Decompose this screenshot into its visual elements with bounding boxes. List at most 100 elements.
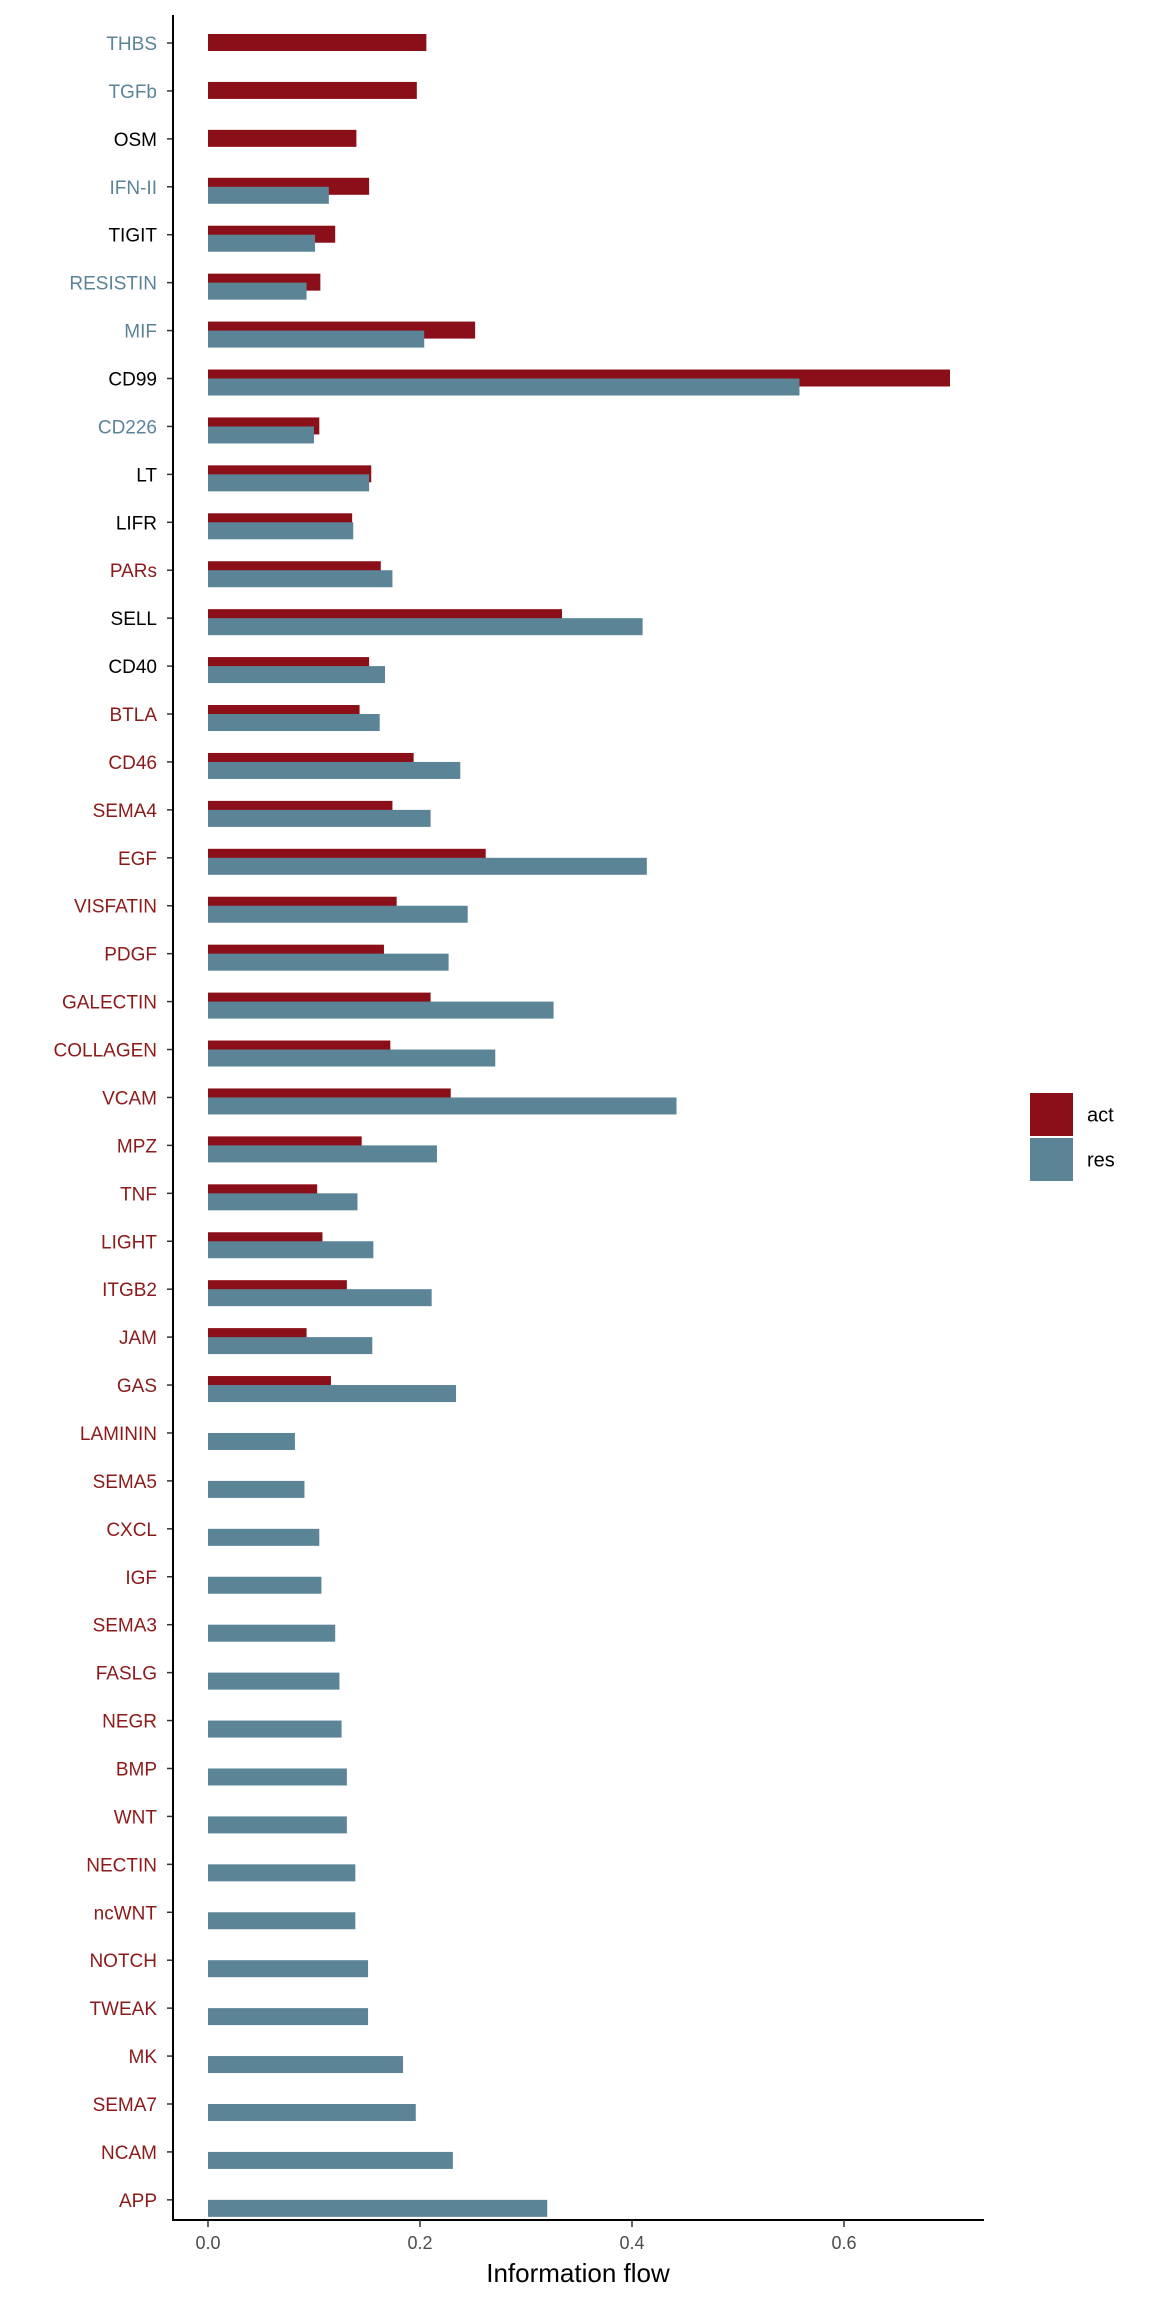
bar-res bbox=[208, 1864, 356, 1882]
y-tick-label: LT bbox=[136, 465, 157, 486]
y-tick-label: ncWNT bbox=[94, 1903, 158, 1924]
y-tick-label: BTLA bbox=[109, 705, 157, 726]
legend-key-act bbox=[1030, 1093, 1073, 1136]
bar-res bbox=[208, 809, 431, 827]
y-tick-label: SEMA3 bbox=[93, 1616, 157, 1637]
y-tick-label: CD40 bbox=[108, 657, 157, 678]
bar-res bbox=[208, 953, 449, 971]
y-tick-label: WNT bbox=[114, 1807, 158, 1828]
bar-res bbox=[208, 1480, 305, 1498]
bar-res bbox=[208, 522, 354, 540]
bar-res bbox=[208, 714, 380, 732]
y-tick-label: TIGIT bbox=[108, 226, 157, 247]
y-tick-label: LIGHT bbox=[101, 1232, 157, 1253]
bar-res bbox=[208, 1385, 457, 1403]
bar-res bbox=[208, 426, 314, 444]
y-tick-label: VISFATIN bbox=[74, 897, 157, 918]
y-tick-label: JAM bbox=[119, 1328, 157, 1349]
bar-res bbox=[208, 1001, 554, 1019]
y-tick-label: NCAM bbox=[101, 2143, 157, 2164]
bar-res bbox=[208, 1720, 342, 1738]
y-tick-label: MIF bbox=[124, 322, 157, 343]
y-tick-label: VCAM bbox=[102, 1088, 157, 1109]
bar-res bbox=[208, 1289, 432, 1307]
bar-res bbox=[208, 1337, 373, 1355]
bar-res bbox=[208, 2008, 369, 2026]
y-tick-label: EGF bbox=[118, 849, 157, 870]
bar-res bbox=[208, 1193, 358, 1211]
bar-res bbox=[208, 1672, 340, 1690]
bar-res bbox=[208, 1576, 322, 1594]
y-tick-label: MK bbox=[129, 2047, 158, 2068]
y-tick-label: LIFR bbox=[116, 513, 157, 534]
y-tick-label: RESISTIN bbox=[69, 274, 157, 295]
bar-res bbox=[208, 570, 393, 588]
y-tick-label: CD226 bbox=[98, 417, 157, 438]
y-tick-label: CD46 bbox=[108, 753, 157, 774]
bar-res bbox=[208, 1528, 320, 1546]
x-tick-label: 0.4 bbox=[619, 2233, 644, 2253]
y-tick-label: IGF bbox=[125, 1568, 157, 1589]
y-tick-label: GAS bbox=[117, 1376, 157, 1397]
x-tick-label: 0.6 bbox=[831, 2233, 856, 2253]
y-tick-label: PDGF bbox=[104, 945, 157, 966]
bar-act bbox=[208, 81, 417, 99]
y-tick-label: SEMA5 bbox=[93, 1472, 157, 1493]
y-tick-label: NECTIN bbox=[86, 1855, 157, 1876]
bar-res bbox=[208, 378, 800, 396]
y-tick-label: TGFb bbox=[108, 82, 157, 103]
bar-res bbox=[208, 1241, 374, 1259]
bar-res bbox=[208, 1097, 677, 1115]
bar-res bbox=[208, 1049, 496, 1067]
x-axis-ticks: 0.0 0.2 0.4 0.6 bbox=[195, 2220, 857, 2253]
y-tick-label: GALECTIN bbox=[62, 993, 157, 1014]
y-tick-label: NOTCH bbox=[89, 1951, 157, 1972]
bar-res bbox=[208, 2199, 548, 2217]
y-tick-label: SEMA4 bbox=[93, 801, 158, 822]
y-tick-label: THBS bbox=[106, 34, 157, 55]
bars-group bbox=[208, 34, 950, 2217]
y-tick-label: ITGB2 bbox=[102, 1280, 157, 1301]
y-tick-label: MPZ bbox=[117, 1136, 158, 1157]
bar-res bbox=[208, 2056, 404, 2074]
bar-res bbox=[208, 1816, 347, 1834]
bar-res bbox=[208, 1960, 369, 1978]
y-tick-label: NEGR bbox=[102, 1712, 157, 1733]
y-tick-label: BMP bbox=[116, 1759, 157, 1780]
bar-res bbox=[208, 666, 386, 684]
x-tick-label: 0.0 bbox=[195, 2233, 220, 2253]
bar-res bbox=[208, 474, 370, 492]
legend-label-act: act bbox=[1087, 1105, 1114, 1127]
legend-label-res: res bbox=[1087, 1150, 1115, 1172]
bar-act bbox=[208, 34, 427, 51]
y-tick-label: LAMININ bbox=[80, 1424, 157, 1445]
bar-res bbox=[208, 1912, 356, 1930]
bar-res bbox=[208, 905, 468, 923]
bar-res bbox=[208, 1768, 347, 1786]
bar-res bbox=[208, 857, 647, 875]
legend: act res bbox=[1030, 1093, 1115, 1181]
legend-key-res bbox=[1030, 1138, 1073, 1181]
bar-res bbox=[208, 1145, 437, 1163]
y-axis-labels: THBS TGFb OSM IFN-II TIGIT RESISTIN MIF CD99 CD2… bbox=[54, 34, 173, 2212]
y-tick-label: IFN-II bbox=[110, 178, 158, 199]
x-tick-label: 0.2 bbox=[407, 2233, 432, 2253]
y-tick-label: SELL bbox=[111, 609, 157, 630]
y-tick-label: FASLG bbox=[96, 1664, 157, 1685]
bar-res bbox=[208, 2103, 416, 2121]
bar-res bbox=[208, 186, 329, 204]
bar-res bbox=[208, 618, 643, 636]
y-tick-label: TWEAK bbox=[89, 1999, 157, 2020]
bar-res bbox=[208, 330, 425, 348]
bar-res bbox=[208, 1624, 336, 1642]
bar-res bbox=[208, 1432, 295, 1450]
y-tick-label: SEMA7 bbox=[93, 2095, 157, 2116]
y-tick-label: PARs bbox=[110, 561, 157, 582]
bar-act bbox=[208, 129, 357, 147]
bar-res bbox=[208, 282, 307, 300]
y-tick-label: COLLAGEN bbox=[54, 1041, 157, 1062]
bar-res bbox=[208, 761, 461, 779]
y-tick-label: APP bbox=[119, 2191, 157, 2212]
y-tick-label: OSM bbox=[114, 130, 157, 151]
